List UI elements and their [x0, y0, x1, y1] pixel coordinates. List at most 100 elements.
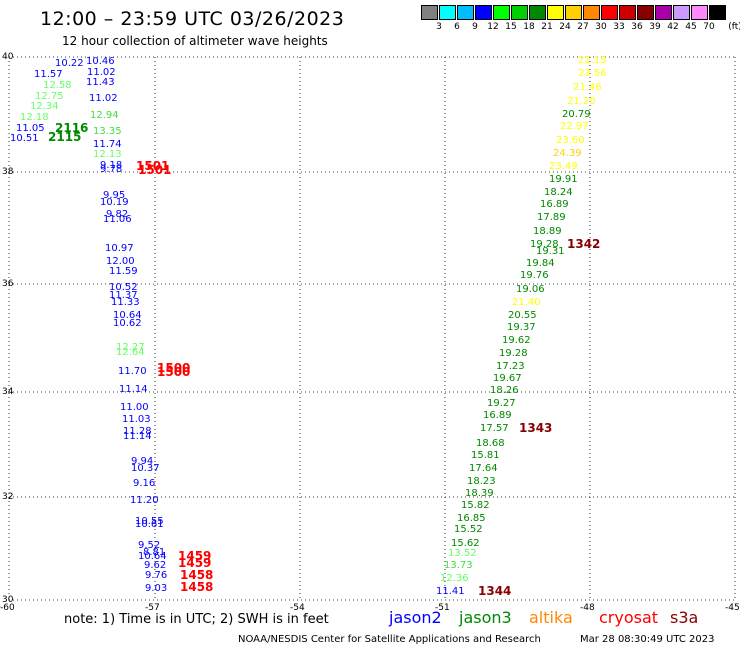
wave-height-value: 10.51 [10, 133, 39, 144]
color-scale-tick: 21 [541, 22, 553, 32]
color-scale-swatch [547, 5, 564, 20]
wave-height-value: 12.64 [116, 347, 145, 358]
color-scale-tick: 12 [487, 22, 499, 32]
wave-height-value: 18.26 [490, 385, 519, 396]
color-scale-tick: 30 [595, 22, 607, 32]
wave-height-value: 12.27 [116, 342, 145, 353]
wave-height-value: 11.37 [109, 290, 138, 301]
wave-height-value: 11.06 [103, 214, 132, 225]
color-scale-swatch [493, 5, 510, 20]
wave-height-value: 17.64 [469, 463, 498, 474]
wave-height-value: 18.24 [544, 187, 573, 198]
wave-height-value: 23.56 [578, 68, 607, 79]
agency-credit: NOAA/NESDIS Center for Satellite Applica… [238, 634, 541, 645]
color-scale-tick: 42 [667, 22, 679, 32]
wave-height-value: 9.52 [138, 540, 161, 551]
color-scale-swatch [457, 5, 474, 20]
wave-height-value: 11.20 [130, 495, 159, 506]
wave-height-value: 24.39 [553, 148, 582, 159]
wave-height-value: 23.60 [556, 135, 585, 146]
units-note: note: 1) Time is in UTC; 2) SWH is in fe… [64, 612, 329, 627]
wave-height-value: 11.05 [16, 123, 45, 134]
lat-lon-grid [8, 56, 736, 601]
wave-height-value: 11.70 [118, 366, 147, 377]
wave-height-value: 11.02 [87, 67, 116, 78]
wave-height-value: 13.52 [448, 548, 477, 559]
wave-height-value: 19.84 [526, 258, 555, 269]
longitude-label: -54 [290, 603, 305, 613]
wave-height-value: 10.97 [105, 243, 134, 254]
wave-height-value: 11.57 [34, 69, 63, 80]
wave-height-value: 19.31 [536, 246, 565, 257]
wave-height-value: 10.64 [113, 310, 142, 321]
generation-timestamp: Mar 28 08:30:49 UTC 2023 [580, 634, 715, 645]
pass-time-label: 2115 [48, 130, 82, 144]
wave-height-value: 21.46 [573, 82, 602, 93]
wave-height-value: 21.40 [512, 297, 541, 308]
color-scale-tick: 36 [631, 22, 643, 32]
wave-height-value: 12.00 [106, 256, 135, 267]
color-scale-tick: 70 [703, 22, 715, 32]
wave-height-value: 13.35 [93, 126, 122, 137]
wave-height-value: 15.62 [451, 538, 480, 549]
wave-height-value: 18.68 [476, 438, 505, 449]
color-scale-swatch [439, 5, 456, 20]
color-scale-swatch [601, 5, 618, 20]
color-scale-swatch [421, 5, 438, 20]
color-scale-swatch [619, 5, 636, 20]
wave-height-value: 19.28 [499, 348, 528, 359]
wave-height-value: 11.59 [109, 266, 138, 277]
latitude-label: 30 [2, 595, 14, 605]
wave-height-value: 10.55 [135, 516, 164, 527]
color-scale-tick: 6 [454, 22, 460, 32]
wave-height-value: 9.94 [131, 456, 154, 467]
wave-height-value: 19.76 [520, 270, 549, 281]
wave-height-value: 10.61 [135, 519, 164, 530]
color-scale-swatch [691, 5, 708, 20]
pass-time-label: 1343 [519, 421, 553, 435]
wave-height-value: 15.82 [461, 500, 490, 511]
wave-height-value: 22.15 [578, 55, 607, 66]
wave-height-value: 10.52 [109, 282, 138, 293]
wave-height-value: 18.39 [465, 488, 494, 499]
color-scale-tick: 45 [685, 22, 697, 32]
longitude-label: -45 [725, 603, 740, 613]
pass-time-label: 1342 [567, 237, 601, 251]
color-scale-swatch [673, 5, 690, 20]
wave-height-value: 9.76 [145, 570, 168, 581]
color-scale-swatch [511, 5, 528, 20]
wave-height-value: 17.89 [537, 212, 566, 223]
longitude-label: -60 [0, 603, 15, 613]
wave-height-value: 9.18 [100, 160, 123, 171]
wave-height-value: 19.28 [530, 239, 559, 250]
legend-entry: cryosat [599, 608, 659, 627]
pass-time-label: 1500 [157, 361, 191, 375]
pass-time-label: 1459 [178, 556, 212, 570]
color-scale-swatch [529, 5, 546, 20]
wave-height-value: 12.36 [440, 573, 469, 584]
color-scale-tick: 3 [436, 22, 442, 32]
wave-height-value: 11.33 [111, 297, 140, 308]
pass-time-label: 1458 [180, 580, 214, 594]
wave-height-value: 22.97 [560, 121, 589, 132]
wave-height-value: 20.79 [562, 109, 591, 120]
wave-height-value: 10.46 [86, 56, 115, 67]
wave-height-value: 17.23 [496, 361, 525, 372]
wave-height-value: 15.52 [454, 524, 483, 535]
wave-height-value: 16.89 [483, 410, 512, 421]
wave-height-value: 11.14 [119, 384, 148, 395]
wave-height-value: 19.62 [502, 335, 531, 346]
legend-entry: jason3 [459, 608, 512, 627]
color-scale-swatch [709, 5, 726, 20]
color-scale-tick: 15 [505, 22, 517, 32]
color-scale-tick: 24 [559, 22, 571, 32]
color-scale-swatch [583, 5, 600, 20]
color-scale-tick: 33 [613, 22, 625, 32]
pass-time-label: 1501 [136, 159, 170, 173]
wave-height-value: 17.57 [480, 423, 509, 434]
wave-height-value: 11.02 [89, 93, 118, 104]
wave-height-value: 11.03 [122, 414, 151, 425]
wave-height-value: 10.64 [138, 551, 167, 562]
wave-height-value: 11.00 [120, 402, 149, 413]
color-scale-tick: 39 [649, 22, 661, 32]
